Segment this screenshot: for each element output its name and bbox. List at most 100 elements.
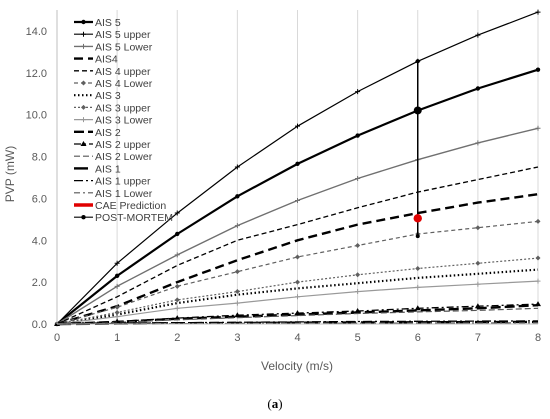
data-point <box>474 303 481 309</box>
data-point <box>234 164 240 170</box>
x-tick-label: 4 <box>294 332 300 344</box>
data-point <box>114 260 120 266</box>
legend-item: AIS 2 <box>74 127 121 139</box>
caption-open: ( <box>267 396 272 411</box>
data-point <box>114 314 120 320</box>
data-point <box>295 254 300 260</box>
legend-marker <box>81 104 86 110</box>
legend-item: AIS 3 upper <box>74 102 151 114</box>
legend-item: AIS 2 Lower <box>74 151 153 163</box>
series-ais-4-upper <box>56 166 539 325</box>
x-tick-label: 1 <box>114 332 120 344</box>
series-ais-2-lower <box>56 307 539 325</box>
legend-label: POST-MORTEM <box>95 212 173 224</box>
x-tick-label: 8 <box>535 332 541 344</box>
legend-label: AIS 5 Lower <box>95 41 153 53</box>
series-ais-3-lower <box>54 278 541 327</box>
data-point <box>174 210 180 216</box>
x-tick-label: 2 <box>174 332 180 344</box>
y-tick-label: 10.0 <box>26 110 47 122</box>
legend-marker <box>81 80 86 86</box>
legend-item: AIS 1 <box>74 163 121 175</box>
data-point <box>475 281 481 287</box>
data-point <box>114 309 120 315</box>
series-line <box>56 166 539 325</box>
series-ais-3 <box>56 268 539 326</box>
legend-item: AIS 5 <box>74 17 121 29</box>
data-point <box>294 310 301 316</box>
data-point <box>234 312 241 318</box>
y-tick-label: 2.0 <box>32 277 47 289</box>
data-point <box>354 308 361 314</box>
series-line <box>56 307 539 325</box>
legend-label: AIS 5 <box>95 17 121 29</box>
data-point <box>234 289 240 295</box>
data-point <box>475 86 481 91</box>
data-point <box>535 278 541 284</box>
data-point <box>535 301 541 307</box>
legend-marker <box>81 215 86 220</box>
legend-item: AIS 1 upper <box>74 176 151 188</box>
data-point <box>174 305 180 311</box>
legend-item: AIS 5 Lower <box>74 41 153 53</box>
legend-marker <box>81 19 86 25</box>
legend-label: AIS 1 Lower <box>95 188 153 200</box>
series-ais-3-upper <box>54 255 541 327</box>
post-mortem-point <box>415 234 420 239</box>
post-mortem-series <box>413 59 422 239</box>
data-point <box>475 260 481 266</box>
x-tick-label: 3 <box>234 332 240 344</box>
legend-marker <box>80 141 87 146</box>
x-tick-label: 7 <box>475 332 481 344</box>
legend-label: AIS4 <box>95 54 118 66</box>
data-point <box>414 305 421 311</box>
legend-marker <box>81 117 86 123</box>
legend-label: AIS 2 <box>95 127 121 139</box>
data-point <box>295 197 300 203</box>
y-axis-label: PVP (mW) <box>3 146 17 202</box>
data-point <box>114 304 120 310</box>
legend-item: AIS 5 upper <box>74 29 151 41</box>
post-mortem-point <box>415 59 420 64</box>
data-point <box>475 225 481 231</box>
legend-marker <box>81 43 86 49</box>
data-point <box>114 283 120 289</box>
x-tick-label: 6 <box>415 332 421 344</box>
legend-label: AIS 4 Lower <box>95 78 153 90</box>
y-tick-label: 6.0 <box>32 193 47 205</box>
data-point <box>234 223 240 229</box>
y-tick-label: 14.0 <box>26 26 47 38</box>
data-point <box>234 300 240 306</box>
data-point <box>235 194 240 199</box>
data-point <box>295 279 300 285</box>
post-mortem-point <box>413 106 422 115</box>
data-point <box>355 243 361 248</box>
caption-label: a <box>271 396 279 411</box>
legend-item: POST-MORTEM <box>74 212 173 224</box>
grid-lines <box>116 10 539 324</box>
data-point <box>475 140 481 146</box>
legend-label: AIS 3 upper <box>95 102 151 114</box>
legend-label: AIS 5 upper <box>95 29 151 41</box>
legend-item: AIS 3 Lower <box>74 115 153 127</box>
series-line <box>56 193 539 326</box>
y-tick-label: 0.0 <box>32 319 47 331</box>
data-point <box>355 133 360 138</box>
data-point <box>535 255 541 261</box>
legend-item: AIS 2 upper <box>74 139 151 151</box>
data-point <box>415 266 421 272</box>
x-axis-label: Velocity (m/s) <box>261 359 333 373</box>
data-point <box>415 284 421 290</box>
legend-label: AIS 3 Lower <box>95 115 153 127</box>
data-point <box>535 125 541 131</box>
data-point <box>475 32 481 38</box>
legend-label: AIS 2 upper <box>95 139 151 151</box>
data-point <box>114 273 120 279</box>
data-point <box>234 269 240 275</box>
legend-label: CAE Prediction <box>95 200 166 212</box>
legend-item: CAE Prediction <box>74 200 166 212</box>
data-point <box>295 294 300 300</box>
legend-label: AIS 2 Lower <box>95 151 153 163</box>
